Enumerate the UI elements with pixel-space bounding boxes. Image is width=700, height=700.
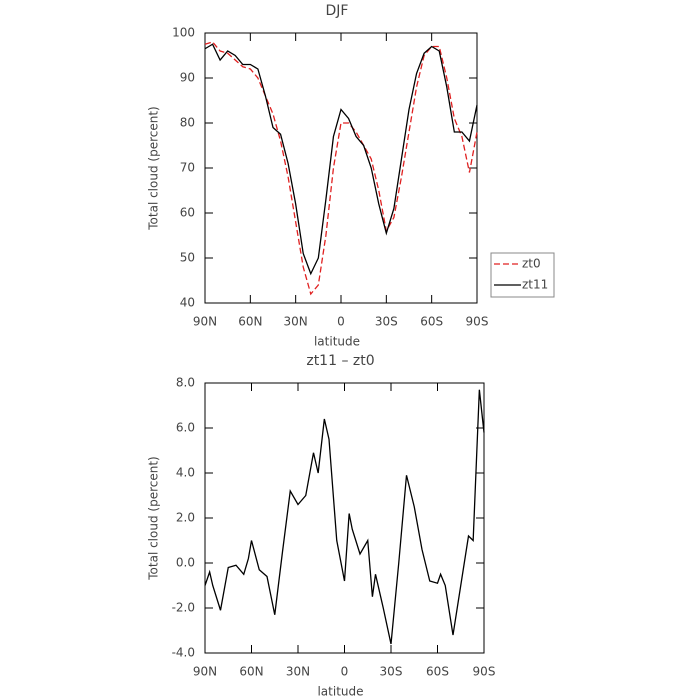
plot-frame xyxy=(204,382,485,654)
x-tick-label: 60N xyxy=(239,665,263,679)
legend-label: zt0 xyxy=(522,257,541,271)
x-tick-label: 0 xyxy=(337,315,345,329)
data-line xyxy=(204,389,485,645)
x-tick-label: 30N xyxy=(284,315,308,329)
plot-frame xyxy=(204,32,478,304)
legend-label: zt11 xyxy=(522,278,548,292)
y-tick-label: -2.0 xyxy=(172,601,195,615)
y-tick-label: 4.0 xyxy=(176,466,195,480)
legend-box xyxy=(490,252,555,298)
data-line xyxy=(204,41,478,296)
y-axis-label: Total cloud (percent) xyxy=(147,106,161,230)
y-axis-label: Total cloud (percent) xyxy=(147,456,161,580)
data-line xyxy=(204,43,478,276)
y-tick-label: 8.0 xyxy=(176,376,195,390)
y-tick-label: 100 xyxy=(172,26,195,40)
y-tick-label: 2.0 xyxy=(176,511,195,525)
y-tick-label: 90 xyxy=(180,71,195,85)
x-axis-label: latitude xyxy=(317,685,363,699)
x-tick-label: 90N xyxy=(193,315,217,329)
x-tick-label: 60S xyxy=(420,315,443,329)
x-axis-label: latitude xyxy=(314,335,360,349)
y-tick-label: 6.0 xyxy=(176,421,195,435)
y-tick-label: 40 xyxy=(180,296,195,310)
x-tick-label: 30S xyxy=(375,315,398,329)
x-tick-label: 90S xyxy=(473,665,496,679)
x-tick-label: 30N xyxy=(286,665,310,679)
chart-title: DJF xyxy=(326,3,349,19)
x-tick-label: 90N xyxy=(193,665,217,679)
y-tick-label: 80 xyxy=(180,116,195,130)
x-tick-label: 60S xyxy=(426,665,449,679)
y-tick-label: 70 xyxy=(180,161,195,175)
x-tick-label: 90S xyxy=(466,315,489,329)
y-tick-label: 50 xyxy=(180,251,195,265)
x-tick-label: 60N xyxy=(238,315,262,329)
chart-title: zt11 – zt0 xyxy=(306,353,374,369)
y-tick-label: 0.0 xyxy=(176,556,195,570)
y-tick-label: -4.0 xyxy=(172,646,195,660)
x-tick-label: 30S xyxy=(380,665,403,679)
y-tick-label: 60 xyxy=(180,206,195,220)
x-tick-label: 0 xyxy=(341,665,349,679)
